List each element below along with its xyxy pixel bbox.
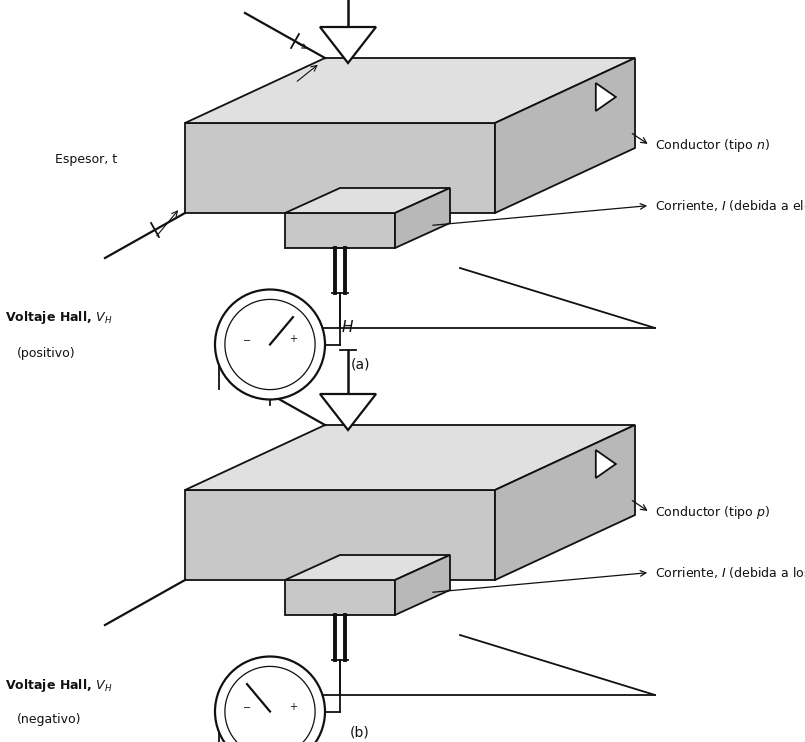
Circle shape <box>215 289 325 399</box>
Text: $+$: $+$ <box>288 700 298 712</box>
Polygon shape <box>495 425 635 580</box>
Circle shape <box>215 657 325 742</box>
Text: Espesor, t: Espesor, t <box>55 154 117 166</box>
Text: $-$: $-$ <box>242 701 251 711</box>
Polygon shape <box>395 188 450 248</box>
Polygon shape <box>320 394 376 430</box>
Polygon shape <box>185 58 635 123</box>
Polygon shape <box>320 27 376 63</box>
Text: Voltaje Hall, $V_H$: Voltaje Hall, $V_H$ <box>5 309 113 326</box>
Polygon shape <box>596 450 616 478</box>
Polygon shape <box>596 83 616 111</box>
Text: Conductor (tipo $n$): Conductor (tipo $n$) <box>655 137 770 154</box>
Polygon shape <box>285 555 450 580</box>
Text: (b): (b) <box>350 725 369 739</box>
Text: Corriente, $I$ (debida a los huecos de electrón): Corriente, $I$ (debida a los huecos de e… <box>655 565 805 580</box>
Text: (positivo): (positivo) <box>17 347 76 360</box>
Polygon shape <box>185 425 635 490</box>
Text: Corriente, $I$ (debida a electrones): Corriente, $I$ (debida a electrones) <box>655 198 805 213</box>
Polygon shape <box>285 580 395 615</box>
Polygon shape <box>395 555 450 615</box>
Text: Conductor (tipo $p$): Conductor (tipo $p$) <box>655 504 770 521</box>
Polygon shape <box>285 188 450 213</box>
Polygon shape <box>495 58 635 213</box>
Text: $-$: $-$ <box>242 334 251 344</box>
Text: Voltaje Hall, $V_H$: Voltaje Hall, $V_H$ <box>5 677 113 694</box>
Text: $H$: $H$ <box>341 319 354 335</box>
Text: (negativo): (negativo) <box>17 714 81 726</box>
Polygon shape <box>185 123 495 213</box>
Text: (a): (a) <box>350 358 369 372</box>
Text: $+$: $+$ <box>288 333 298 344</box>
Polygon shape <box>285 213 395 248</box>
Polygon shape <box>185 490 495 580</box>
